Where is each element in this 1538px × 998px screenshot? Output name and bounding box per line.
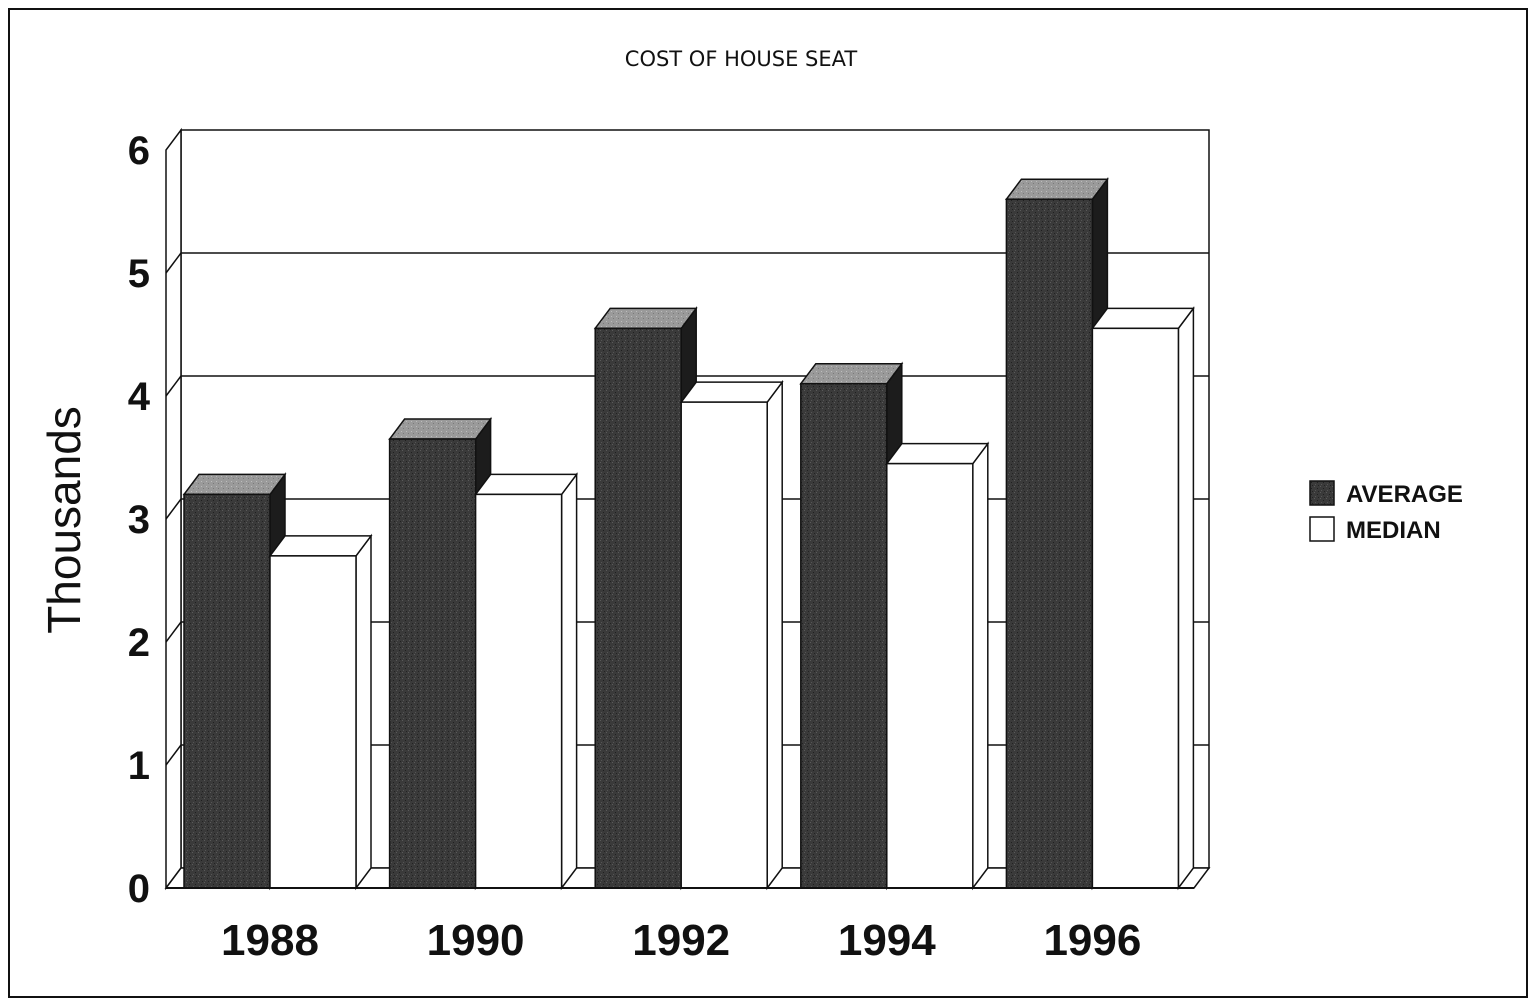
gridline-side (165, 744, 182, 766)
y-tick-label: 2 (128, 621, 150, 665)
bar-average (800, 382, 888, 889)
gridline-side (165, 621, 182, 643)
legend-swatch-median (1309, 516, 1335, 542)
y-tick-label: 1 (128, 744, 150, 788)
chart-title: COST OF HOUSE SEAT (625, 47, 858, 71)
bar-top-median (679, 381, 784, 403)
y-tick-label: 4 (128, 375, 151, 419)
bar-top-median (1090, 307, 1195, 330)
x-tick-label: 1990 (427, 916, 525, 965)
bar-top-average (593, 307, 698, 330)
bar-top-median (474, 473, 579, 496)
bar-average (183, 493, 271, 889)
bar-average (594, 327, 682, 889)
y-axis-label: Thousands (38, 406, 90, 634)
gridline-side (165, 375, 182, 397)
bar-side-median (1177, 306, 1195, 891)
bar-side-median (766, 379, 783, 891)
y-tick-label: 5 (128, 252, 150, 296)
y-tick-label: 3 (128, 498, 150, 542)
bar-median (886, 462, 974, 889)
bar-top-average (799, 362, 904, 385)
bar-side-median (355, 533, 372, 891)
legend-swatch-average (1309, 480, 1335, 506)
plot-area: 0 1 2 3 4 5 6 1988 1990 1992 1994 1996 (128, 127, 1211, 965)
bar-average (1005, 198, 1094, 889)
legend-label-median: MEDIAN (1346, 517, 1441, 544)
bar-side-median (972, 441, 989, 891)
x-tick-label: 1992 (632, 916, 730, 965)
bar-median (269, 555, 357, 889)
x-tick-label: 1988 (221, 916, 319, 965)
gridline-side (165, 252, 182, 274)
bar-median (1091, 327, 1180, 889)
bar-side-median (560, 472, 578, 891)
bar-median (474, 493, 563, 889)
bar-top-average (1004, 178, 1109, 200)
bar-top-median (268, 535, 373, 557)
y-tick-label: 0 (128, 867, 150, 911)
y-tick-label: 6 (128, 129, 150, 173)
legend: AVERAGE MEDIAN (1309, 480, 1463, 544)
legend-label-average: AVERAGE (1346, 481, 1463, 508)
x-tick-label: 1996 (1043, 916, 1141, 965)
bar-top-average (388, 418, 493, 440)
gridline-side (165, 498, 182, 520)
bar-top-median (885, 442, 990, 465)
bar-average (388, 438, 477, 889)
bar-median (680, 401, 768, 889)
x-tick-label: 1994 (838, 916, 936, 965)
bar-top-average (182, 473, 287, 496)
